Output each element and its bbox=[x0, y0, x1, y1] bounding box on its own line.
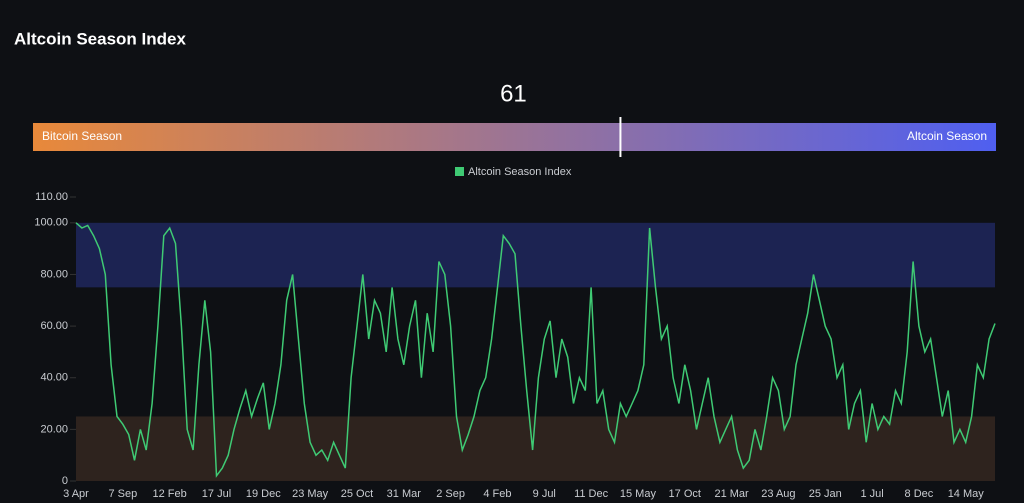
y-tick-label: 40.00 bbox=[40, 372, 68, 384]
x-tick-label: 25 Jan bbox=[809, 488, 842, 500]
x-tick-label: 11 Dec bbox=[574, 488, 609, 500]
x-tick-label: 9 Jul bbox=[533, 488, 556, 500]
x-tick-label: 17 Oct bbox=[669, 488, 701, 500]
x-tick-label: 19 Dec bbox=[246, 488, 281, 500]
page-title: Altcoin Season Index bbox=[14, 29, 186, 48]
x-tick-label: 14 May bbox=[948, 488, 985, 500]
y-tick-label: 60.00 bbox=[40, 320, 68, 332]
gauge-right-label: Altcoin Season bbox=[907, 129, 987, 143]
data-line bbox=[75, 222, 996, 478]
y-tick-label: 80.00 bbox=[40, 268, 68, 280]
band bbox=[76, 222, 995, 288]
x-tick-label: 2 Sep bbox=[436, 488, 465, 500]
x-tick-label: 23 Aug bbox=[761, 488, 795, 500]
gauge-value: 61 bbox=[500, 80, 527, 107]
x-tick-label: 15 May bbox=[620, 488, 657, 500]
x-tick-label: 17 Jul bbox=[202, 488, 231, 500]
y-tick-label: 100.00 bbox=[34, 217, 68, 229]
x-tick-label: 23 May bbox=[292, 488, 329, 500]
x-tick-label: 1 Jul bbox=[860, 488, 883, 500]
x-tick-label: 7 Sep bbox=[108, 488, 137, 500]
gauge-left-label: Bitcoin Season bbox=[42, 129, 122, 143]
y-tick-label: 110.00 bbox=[35, 191, 68, 203]
y-tick-label: 20.00 bbox=[40, 423, 68, 435]
gauge-bar bbox=[33, 123, 996, 151]
x-tick-label: 31 Mar bbox=[387, 488, 422, 500]
legend-label: Altcoin Season Index bbox=[468, 166, 572, 178]
legend-swatch bbox=[455, 167, 464, 176]
x-tick-label: 12 Feb bbox=[153, 488, 187, 500]
x-tick-label: 8 Dec bbox=[905, 488, 934, 500]
x-tick-label: 21 Mar bbox=[714, 488, 749, 500]
x-tick-label: 3 Apr bbox=[63, 488, 89, 500]
y-tick-label: 0 bbox=[62, 475, 68, 487]
x-tick-label: 25 Oct bbox=[341, 488, 373, 500]
x-tick-label: 4 Feb bbox=[483, 488, 511, 500]
